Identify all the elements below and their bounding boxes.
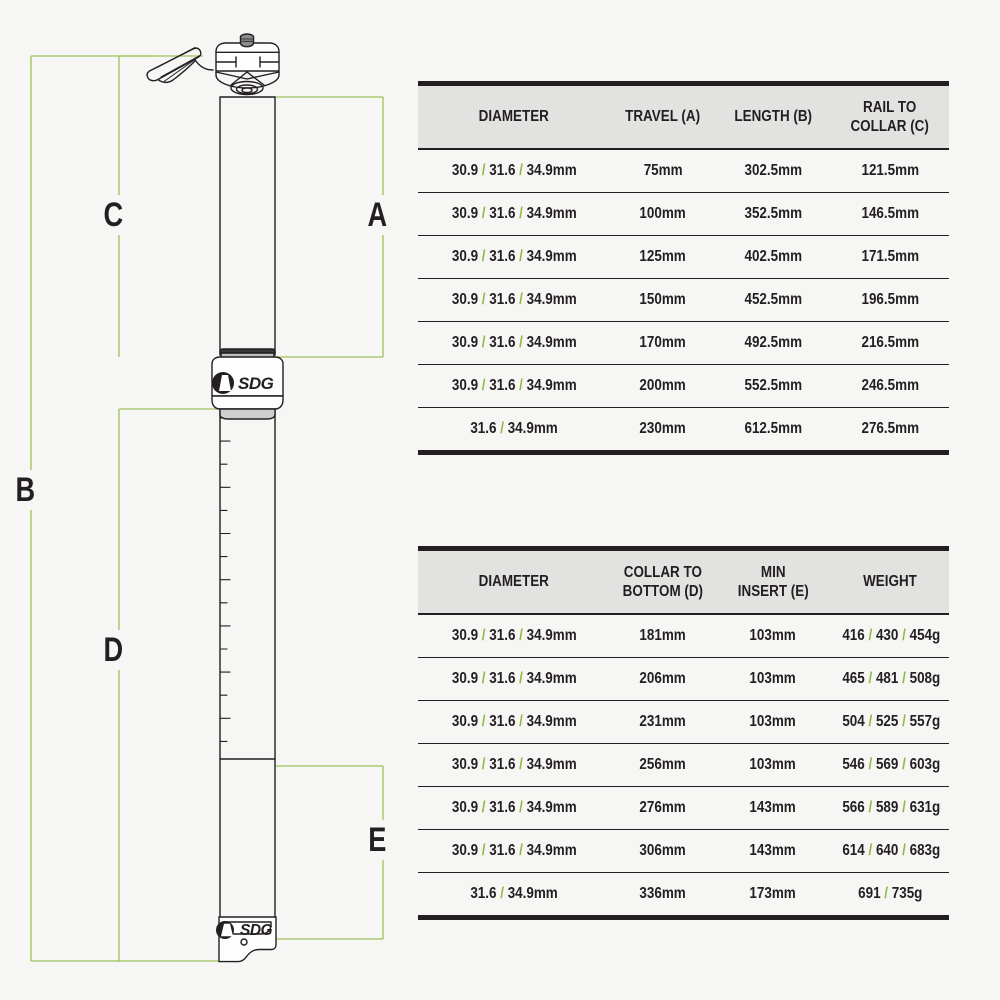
svg-text:SDG: SDG	[240, 922, 273, 939]
svg-text:SDG: SDG	[238, 374, 274, 393]
